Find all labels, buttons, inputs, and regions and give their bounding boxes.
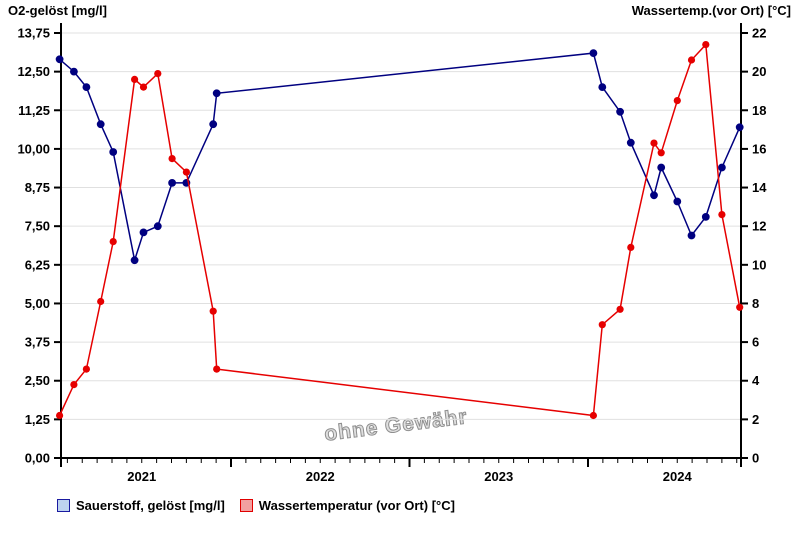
temperature-data-point: [82, 365, 90, 373]
left-axis-tick-label: 12,50: [17, 64, 50, 79]
right-axis-tick-label: 12: [752, 219, 766, 234]
right-axis-tick-label: 0: [752, 451, 759, 466]
left-axis-tick-label: 6,25: [25, 257, 50, 272]
oxygen-data-point: [153, 222, 162, 231]
left-axis-tick-label: 3,75: [25, 335, 50, 350]
legend-item-oxygen: Sauerstoff, gelöst [mg/l]: [57, 498, 225, 513]
x-axis-year-label: 2023: [484, 469, 513, 484]
left-axis-tick-label: 2,50: [25, 373, 50, 388]
temperature-data-point: [687, 56, 696, 64]
left-axis-tick-label: 1,25: [25, 412, 50, 427]
legend: Sauerstoff, gelöst [mg/l] Wassertemperat…: [57, 498, 455, 513]
left-axis-tick-label: 8,75: [25, 180, 50, 195]
temperature-data-point: [154, 70, 162, 78]
oxygen-data-point: [598, 83, 607, 91]
temperature-data-point: [736, 303, 744, 311]
right-axis-tick-label: 20: [752, 64, 766, 79]
oxygen-data-point: [626, 138, 635, 147]
oxygen-data-point: [718, 163, 726, 172]
left-axis-tick-label: 7,50: [25, 219, 50, 234]
oxygen-data-point: [139, 228, 148, 237]
temperature-data-point: [589, 411, 598, 420]
temperature-data-point: [598, 321, 606, 329]
left-axis-tick-label: 0,00: [25, 451, 50, 466]
right-axis-tick-label: 10: [752, 257, 766, 272]
legend-swatch-oxygen: [57, 499, 70, 512]
temperature-data-point: [702, 41, 710, 49]
temperature-data-point: [109, 238, 117, 246]
right-axis-title: Wassertemp.(vor Ort) [°C]: [631, 3, 791, 18]
oxygen-data-point: [657, 163, 666, 172]
oxygen-data-point: [687, 231, 696, 240]
x-axis-year-label: 2024: [663, 469, 693, 484]
oxygen-data-point: [735, 123, 744, 132]
legend-label-oxygen: Sauerstoff, gelöst [mg/l]: [76, 498, 225, 513]
oxygen-data-point: [168, 179, 177, 187]
x-axis-year-label: 2021: [127, 469, 156, 484]
left-axis-tick-label: 11,25: [18, 103, 50, 118]
oxygen-data-point: [55, 55, 64, 64]
oxygen-data-point: [212, 89, 221, 98]
temperature-line: [58, 42, 741, 417]
temperature-data-point: [131, 75, 139, 83]
temperature-data-point: [616, 305, 624, 313]
oxygen-data-point: [209, 120, 218, 129]
oxygen-data-point: [589, 49, 598, 57]
left-axis-tick-label: 10,00: [17, 141, 50, 156]
oxygen-data-point: [616, 107, 624, 116]
right-axis-tick-label: 16: [752, 141, 766, 156]
left-axis-tick-label: 5,00: [25, 296, 50, 311]
oxygen-data-point: [70, 67, 78, 76]
temperature-data-point: [673, 97, 681, 105]
oxygen-data-point: [673, 197, 682, 206]
temperature-data-point: [209, 307, 217, 315]
oxygen-data-point: [130, 256, 139, 265]
temperature-data-point: [139, 83, 148, 91]
temperature-data-point: [213, 365, 221, 373]
left-axis-tick-label: 13,75: [17, 26, 50, 41]
temperature-data-point: [718, 211, 726, 219]
right-axis-tick-label: 8: [752, 296, 759, 311]
temperature-data-point: [97, 297, 105, 306]
temperature-data-point: [56, 411, 64, 420]
right-axis-tick-label: 22: [752, 26, 766, 41]
temperature-data-point: [657, 149, 665, 157]
temperature-data-point: [182, 168, 190, 176]
oxygen-data-point: [701, 213, 710, 221]
oxygen-line: [59, 52, 741, 261]
oxygen-data-point: [96, 120, 105, 129]
oxygen-data-point: [82, 83, 91, 91]
temperature-data-point: [650, 139, 658, 147]
legend-item-temperature: Wassertemperatur (vor Ort) [°C]: [239, 498, 455, 513]
temperature-data-point: [627, 243, 635, 251]
right-axis-tick-label: 6: [752, 335, 759, 350]
legend-swatch-temperature: [239, 499, 253, 512]
right-axis-tick-label: 14: [752, 180, 767, 195]
temperature-data-point: [70, 381, 78, 389]
right-axis-tick-label: 2: [752, 412, 759, 427]
left-axis-title: O2-gelöst [mg/l]: [8, 3, 107, 18]
x-axis-year-label: 2022: [306, 469, 335, 484]
right-axis-tick-label: 18: [752, 103, 766, 118]
oxygen-data-point: [109, 148, 118, 156]
oxygen-data-point: [650, 191, 658, 200]
temperature-data-point: [168, 155, 176, 163]
right-axis-tick-label: 4: [752, 373, 760, 388]
legend-label-temperature: Wassertemperatur (vor Ort) [°C]: [258, 498, 455, 513]
